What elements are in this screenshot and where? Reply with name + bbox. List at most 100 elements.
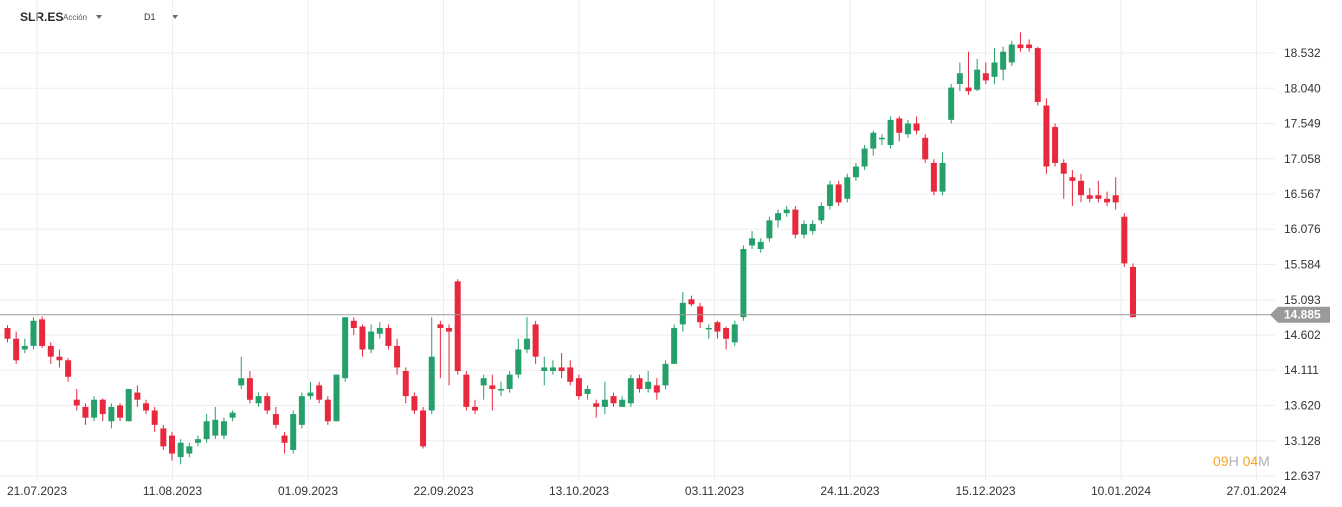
candle[interactable] (896, 116, 903, 142)
candle[interactable] (913, 116, 920, 135)
candle[interactable] (922, 134, 929, 163)
candle[interactable] (1112, 177, 1119, 210)
candle[interactable] (1034, 46, 1041, 106)
candle[interactable] (575, 374, 582, 400)
candle[interactable] (47, 342, 54, 364)
candle[interactable] (506, 371, 513, 393)
candle[interactable] (125, 388, 132, 422)
candle[interactable] (801, 220, 808, 239)
candle[interactable] (134, 385, 141, 407)
candle[interactable] (775, 209, 782, 228)
candle[interactable] (731, 320, 738, 346)
candle[interactable] (203, 414, 210, 443)
candle[interactable] (1052, 123, 1059, 167)
candle[interactable] (212, 406, 219, 440)
candle[interactable] (870, 130, 877, 156)
candle[interactable] (21, 338, 28, 354)
candle[interactable] (437, 320, 444, 379)
candle[interactable] (177, 439, 184, 465)
candle[interactable] (497, 381, 504, 397)
candle[interactable] (852, 162, 859, 181)
candle[interactable] (1017, 32, 1024, 52)
candle[interactable] (948, 83, 955, 124)
candle[interactable] (220, 417, 227, 440)
candle[interactable] (359, 324, 366, 357)
candle[interactable] (619, 396, 626, 407)
candle[interactable] (56, 349, 63, 368)
candle[interactable] (835, 180, 842, 206)
candle[interactable] (1086, 188, 1093, 203)
candle[interactable] (1078, 173, 1085, 203)
candle[interactable] (463, 371, 470, 411)
candle[interactable] (515, 338, 522, 379)
candle[interactable] (73, 388, 80, 411)
candle[interactable] (246, 371, 253, 404)
candle[interactable] (740, 245, 747, 321)
candle[interactable] (324, 396, 331, 425)
candle[interactable] (151, 406, 158, 433)
candle[interactable] (1026, 39, 1033, 52)
candle[interactable] (4, 325, 11, 343)
candle[interactable] (472, 399, 479, 415)
candle[interactable] (281, 432, 288, 454)
candle[interactable] (956, 62, 963, 92)
timeframe-selector[interactable]: D1 (144, 12, 156, 22)
candle[interactable] (532, 320, 539, 364)
candle[interactable] (1069, 170, 1076, 206)
candle[interactable] (108, 403, 115, 429)
candle[interactable] (930, 159, 937, 196)
candle[interactable] (749, 231, 756, 250)
candle[interactable] (567, 360, 574, 386)
candle[interactable] (272, 406, 279, 429)
candle[interactable] (255, 392, 262, 407)
candle[interactable] (446, 324, 453, 386)
candle[interactable] (298, 392, 305, 429)
candle[interactable] (982, 62, 989, 84)
candle[interactable] (697, 302, 704, 328)
candle[interactable] (65, 358, 72, 382)
candle[interactable] (99, 398, 106, 422)
candle[interactable] (411, 392, 418, 415)
candle[interactable] (541, 356, 548, 386)
candle[interactable] (238, 356, 245, 389)
candle[interactable] (82, 403, 89, 425)
candle[interactable] (714, 320, 721, 339)
candle[interactable] (316, 381, 323, 404)
candle[interactable] (766, 216, 773, 242)
candle[interactable] (454, 279, 461, 375)
candle[interactable] (13, 331, 20, 364)
candle[interactable] (688, 295, 695, 307)
candle[interactable] (861, 144, 868, 171)
candle[interactable] (1095, 180, 1102, 203)
symbol-dropdown-chevron-icon[interactable] (96, 15, 102, 19)
candle[interactable] (671, 324, 678, 364)
candle[interactable] (402, 367, 409, 404)
candle[interactable] (307, 381, 314, 400)
candle[interactable] (593, 399, 600, 418)
candle[interactable] (368, 324, 375, 354)
candle[interactable] (1043, 98, 1050, 174)
candle[interactable] (428, 317, 435, 415)
candle[interactable] (844, 173, 851, 203)
candle[interactable] (627, 374, 634, 407)
candle[interactable] (904, 119, 911, 138)
candle[interactable] (1104, 191, 1111, 206)
candle[interactable] (974, 58, 981, 92)
candle[interactable] (705, 324, 712, 339)
candle[interactable] (489, 374, 496, 411)
candle[interactable] (1000, 46, 1007, 81)
candle[interactable] (1008, 40, 1015, 67)
candle[interactable] (991, 48, 998, 84)
candle[interactable] (342, 317, 349, 382)
candle[interactable] (385, 324, 392, 350)
candle[interactable] (549, 360, 556, 375)
candle[interactable] (818, 202, 825, 224)
candle[interactable] (160, 424, 167, 450)
candle[interactable] (601, 381, 608, 415)
candle[interactable] (290, 410, 297, 454)
candle[interactable] (480, 374, 487, 400)
candle[interactable] (117, 403, 124, 422)
candle[interactable] (826, 180, 833, 210)
candle[interactable] (610, 392, 617, 407)
